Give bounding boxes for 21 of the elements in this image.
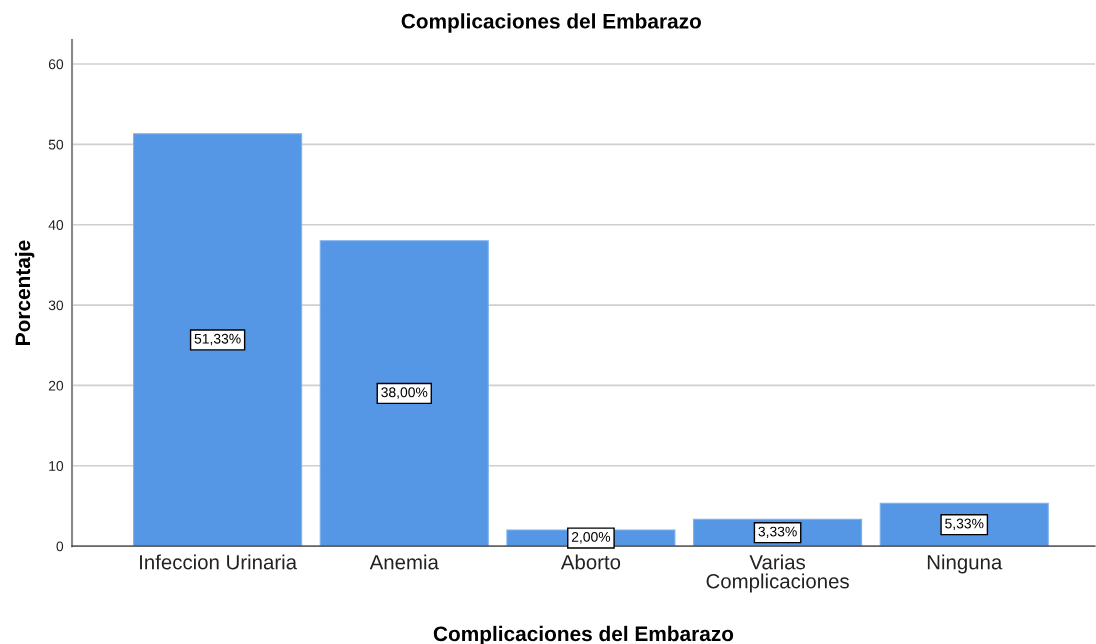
x-tick-label: Aborto [560,554,621,570]
bar [319,240,489,547]
data-label: 2,00% [571,531,611,544]
y-tick-label: 0 [56,541,64,552]
y-axis-title: Porcentaje [14,240,35,345]
y-tick-label: 30 [48,300,64,311]
y-tick-label: 50 [48,139,64,150]
x-tick-label: Ninguna [927,554,1003,574]
data-label: 3,33% [758,526,797,539]
bar [133,133,303,547]
y-tick-label: 60 [48,59,64,70]
y-tick-label: 20 [48,380,64,391]
data-label: 38,00% [381,387,428,399]
data-label: 51,33% [194,333,241,346]
data-label: 5,33% [945,518,984,531]
y-tick-label: 40 [48,220,64,230]
x-tick-label: Infeccion Urinaria [140,554,298,570]
chart-title: Complicaciones del Embarazo [401,13,701,33]
x-tick-label: Varias Complicaciones [706,554,849,593]
x-tick-label: Anemia [369,554,439,570]
y-tick-label: 10 [49,461,64,471]
